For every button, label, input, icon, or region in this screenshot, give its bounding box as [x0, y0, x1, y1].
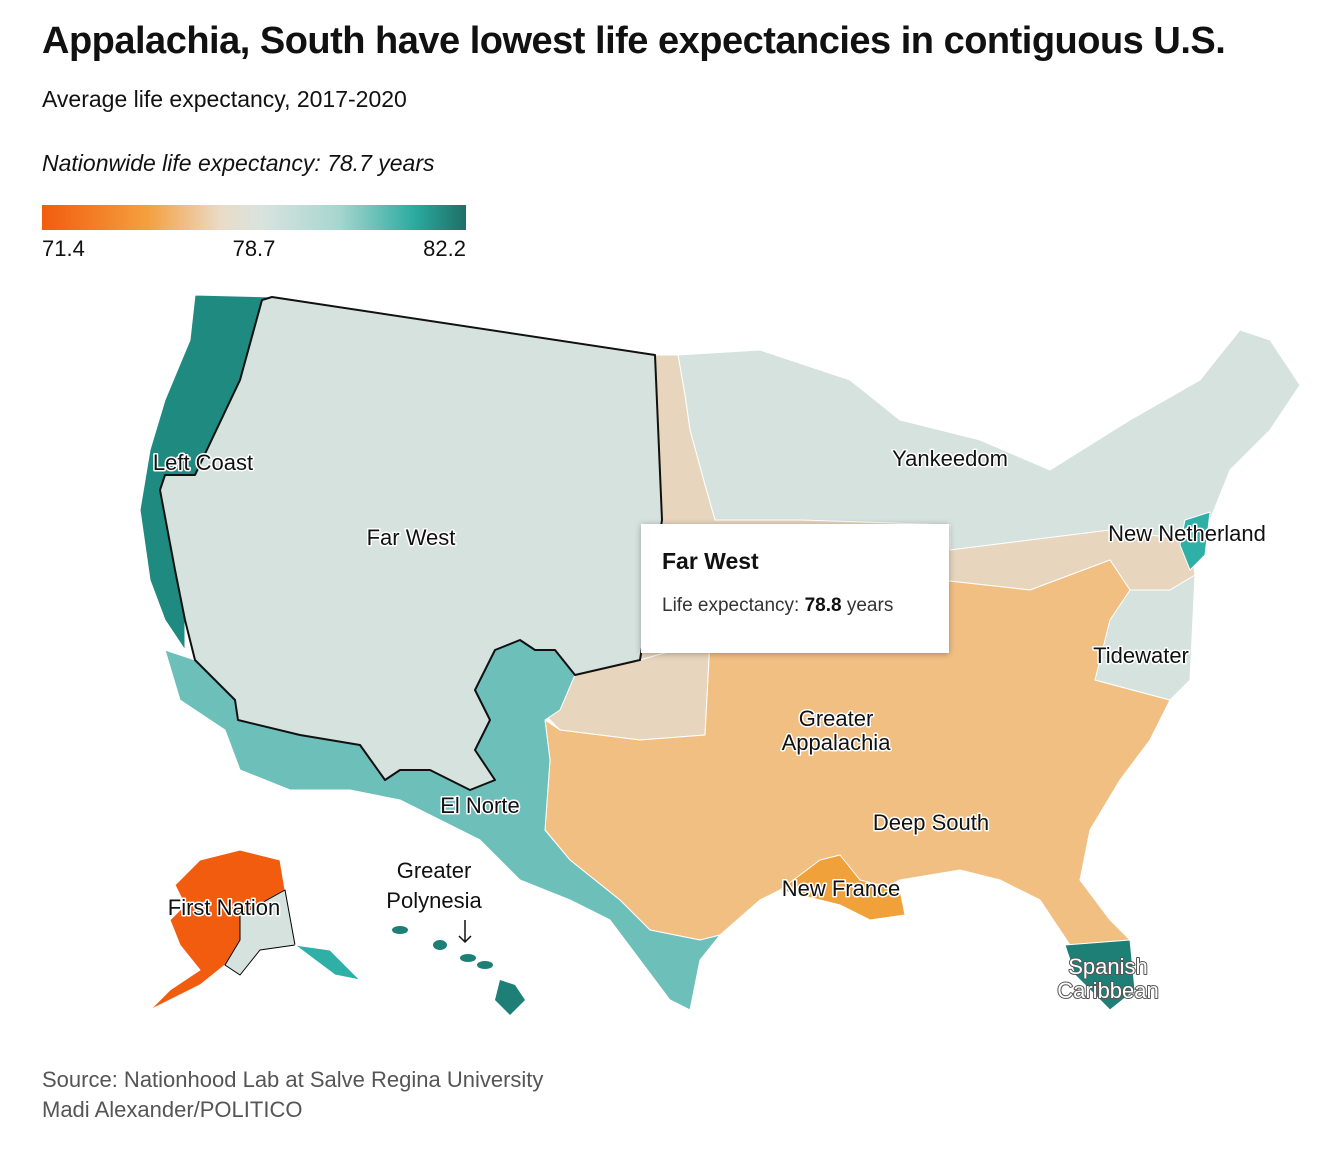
region-label: Far West — [367, 525, 456, 550]
footer: Source: Nationhood Lab at Salve Regina U… — [42, 1065, 543, 1125]
tidewater[interactable] — [1094, 574, 1196, 701]
region-label: New France — [782, 876, 901, 901]
region-label: Left Coast — [153, 450, 253, 475]
arrow-head — [458, 935, 472, 944]
far-west[interactable] — [159, 296, 663, 791]
new-netherland[interactable] — [1179, 511, 1211, 571]
tooltip-title: Far West — [662, 548, 759, 574]
region-label: Greater Appalachia — [782, 706, 892, 755]
tooltip-label: Life expectancy: — [662, 595, 800, 616]
region-label: Spanish Caribbean — [1057, 954, 1159, 1003]
spanish-caribbean[interactable] — [1064, 939, 1136, 1011]
region-label: Deep South — [873, 810, 989, 835]
alaska-other[interactable] — [224, 889, 296, 976]
region-label: Yankeedom — [892, 446, 1008, 471]
legend-tick: 71.4 — [42, 236, 85, 261]
title: Appalachia, South have lowest life expec… — [42, 20, 1226, 62]
region-label: Greater Polynesia — [386, 858, 482, 913]
alaska-panhandle[interactable] — [294, 944, 361, 981]
tooltip-unit: years — [846, 595, 894, 616]
region-label: El Norte — [440, 793, 519, 818]
new-france[interactable] — [779, 854, 906, 921]
region-label: New Netherland — [1108, 521, 1266, 546]
source: Source: Nationhood Lab at Salve Regina U… — [42, 1067, 544, 1092]
tooltip-value: 78.8 — [804, 595, 842, 616]
legend-bar — [42, 205, 466, 230]
region-label: Tidewater — [1093, 643, 1189, 668]
note: Nationwide life expectancy: 78.7 years — [42, 150, 435, 176]
credit: Madi Alexander/POLITICO — [42, 1097, 303, 1122]
region-label: First Nation — [168, 895, 280, 920]
subtitle: Average life expectancy, 2017-2020 — [42, 86, 407, 112]
legend-tick: 78.7 — [232, 236, 276, 261]
tooltip: Far West Life expectancy: 78.8 years — [641, 524, 949, 653]
legend-tick: 82.2 — [423, 236, 466, 261]
hawaii — [392, 926, 525, 1015]
tooltip-line: Life expectancy: 78.8 years — [662, 595, 928, 617]
first-nation[interactable] — [149, 849, 286, 1011]
